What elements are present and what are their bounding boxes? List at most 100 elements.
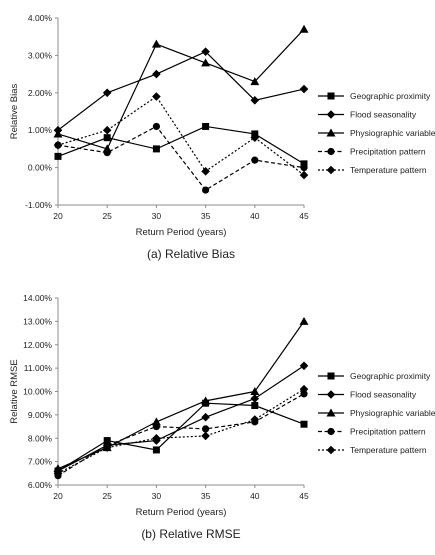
legend-label: Geographic proximity (350, 91, 431, 101)
series-line (57, 125, 305, 165)
series-line (57, 95, 305, 176)
data-point (152, 122, 160, 131)
data-point (202, 425, 210, 433)
data-point (250, 95, 260, 105)
data-point (53, 464, 63, 473)
data-point (151, 417, 161, 426)
data-point (152, 422, 160, 431)
data-point (299, 170, 309, 180)
legend-marker (326, 445, 336, 455)
chart-relative-bias: -1.00% 0.00% 1.00% 2.00% 3.00% 4.00% 20 25 30 35 4… (9, 13, 435, 261)
data-point (201, 167, 210, 176)
legend-marker (326, 390, 336, 399)
legend-label: Physiographic variables (350, 128, 435, 138)
series-line (57, 125, 305, 191)
legend-label: Flood seasonality (350, 110, 417, 120)
data-point (299, 361, 309, 371)
series-line (57, 365, 305, 472)
series-temperature-pattern (53, 384, 309, 478)
series-flood-seasonality (53, 47, 309, 135)
data-point (202, 122, 210, 130)
chart-relative-rmse: 6.00% 7.00% 8.00% 9.00% 10.00% 11.00% 12.00% 13… (9, 293, 435, 541)
legend: Geographic proximity Flood seasonality Phy… (318, 371, 435, 455)
x-tick-label: 20 (53, 211, 63, 221)
series-physiographic-variables (53, 24, 309, 153)
data-point (300, 160, 308, 168)
y-tick-label: 8.00% (28, 433, 53, 443)
y-tick-label: 2.00% (28, 88, 53, 98)
legend-label: Temperature pattern (350, 445, 427, 455)
x-axis-label: Return Period (years) (136, 227, 227, 238)
data-point (250, 133, 260, 142)
data-point (54, 152, 62, 160)
series-line (57, 50, 305, 131)
series-line (57, 393, 305, 477)
data-point (151, 39, 161, 48)
data-point (201, 58, 211, 67)
x-tick-label: 35 (201, 211, 211, 221)
x-axis-label: Return Period (years) (136, 507, 227, 518)
data-point (300, 390, 308, 398)
data-point (299, 316, 309, 325)
y-tick-label: 14.00% (23, 293, 52, 303)
legend-label: Physiographic variables (350, 408, 435, 418)
y-tick-label: 6.00% (28, 480, 53, 490)
x-tick-label: 45 (299, 211, 309, 221)
x-tick-label: 30 (152, 211, 162, 221)
data-point (152, 446, 160, 454)
legend-label: Geographic proximity (350, 371, 431, 381)
x-tick-label: 40 (250, 491, 260, 501)
legend-label: Temperature pattern (350, 165, 427, 175)
data-point (152, 145, 160, 153)
y-tick-label: 1.00% (28, 125, 53, 135)
legend-marker (327, 92, 335, 100)
data-point (201, 47, 210, 56)
legend-marker (326, 110, 336, 119)
data-point (299, 384, 309, 394)
legend-label: Precipitation pattern (350, 427, 426, 437)
legend-marker (327, 372, 335, 380)
legend: Geographic proximity Flood seasonality Phy… (318, 91, 435, 175)
data-point (299, 84, 309, 94)
y-tick-label: 9.00% (28, 410, 53, 420)
y-tick-label: -1.00% (25, 200, 52, 210)
series-flood-seasonality (53, 361, 309, 476)
y-tick-label: 7.00% (28, 457, 53, 467)
data-point (251, 402, 259, 410)
legend-marker (326, 165, 336, 175)
legend-label: Flood seasonality (350, 390, 417, 400)
data-point (250, 77, 260, 86)
chart-caption: (a) Relative Bias (147, 247, 235, 261)
legend-marker (327, 147, 335, 156)
series-line (57, 28, 305, 150)
x-tick-label: 35 (201, 491, 211, 501)
data-point (250, 387, 260, 395)
series-precipitation-pattern (54, 390, 308, 480)
data-point (152, 92, 161, 101)
legend-label: Precipitation pattern (350, 147, 426, 157)
series-line (57, 402, 305, 472)
x-tick-label: 25 (102, 491, 112, 501)
y-axis-label: Relative RMSE (9, 359, 20, 423)
series-physiographic-variables (53, 316, 309, 473)
data-point (53, 469, 63, 478)
data-point (201, 396, 211, 405)
data-point (201, 431, 210, 441)
data-point (201, 412, 210, 422)
legend-marker (326, 128, 336, 137)
data-point (299, 24, 309, 33)
legend-marker (326, 408, 336, 417)
y-tick-label: 4.00% (28, 13, 53, 23)
data-point (102, 88, 112, 98)
data-point (102, 443, 112, 452)
data-point (250, 394, 260, 403)
data-point (251, 156, 259, 164)
data-point (102, 125, 112, 135)
data-point (53, 129, 63, 138)
x-tick-label: 45 (299, 491, 309, 501)
legend-marker (327, 427, 335, 436)
series-temperature-pattern (53, 92, 309, 180)
y-tick-label: 3.00% (28, 50, 53, 60)
data-point (300, 164, 308, 172)
